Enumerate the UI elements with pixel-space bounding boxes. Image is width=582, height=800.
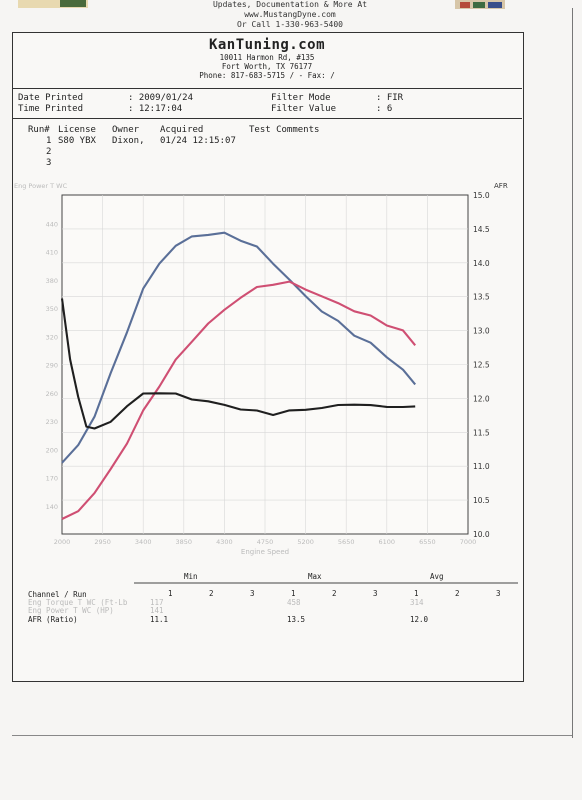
y-right-tick-label: 12.0 bbox=[473, 394, 490, 403]
stats-row1-label: Eng Torque T WC (Ft-Lb bbox=[28, 598, 128, 607]
stats-avg-run-1: 1 bbox=[414, 589, 419, 598]
stats-afr-max: 13.5 bbox=[287, 615, 306, 624]
x-tick-label: 5200 bbox=[297, 538, 314, 546]
logo-left bbox=[18, 0, 88, 8]
top-line-1: Updates, Documentation & More At bbox=[212, 0, 368, 9]
runs-header-owner: Owner bbox=[112, 125, 140, 135]
y-left-tick-label: 260 bbox=[46, 390, 58, 398]
runs-header-comments: Test Comments bbox=[249, 125, 320, 135]
stats-min-run-1: 1 bbox=[168, 589, 173, 598]
address-line-2: Fort Worth, TX 76177 bbox=[221, 62, 313, 71]
series-red-line bbox=[61, 280, 417, 520]
stats-max-header: Max bbox=[308, 572, 322, 581]
y-right-tick-label: 14.0 bbox=[473, 259, 490, 268]
run-1-acquired: 01/24 12:15:07 bbox=[160, 136, 236, 146]
stats-afr-min: 11.1 bbox=[150, 615, 169, 624]
y-right-tick-label: 11.5 bbox=[473, 428, 490, 437]
stats-min-run-2: 2 bbox=[209, 589, 214, 598]
y-left-tick-label: 230 bbox=[46, 418, 58, 426]
x-tick-label: 7000 bbox=[460, 538, 477, 546]
x-axis-label: Engine Speed bbox=[241, 548, 289, 556]
stats-row2-min: 141 bbox=[150, 606, 164, 615]
phone-line: Phone: 817-683-5715 / - Fax: / bbox=[199, 71, 335, 80]
runs-header-license: License bbox=[58, 125, 96, 135]
chart-svg: 2000 2950 3400 3850 4300 4750 5200 5650 6100 6550… bbox=[14, 182, 508, 556]
y-left-tick-label: 170 bbox=[46, 475, 58, 483]
y-left-tick-label: 200 bbox=[46, 446, 58, 454]
y-right-tick-label: 10.5 bbox=[473, 496, 490, 505]
stats-row1-min: 117 bbox=[150, 598, 164, 607]
stats-afr-avg: 12.0 bbox=[410, 615, 429, 624]
runs-header-run: Run# bbox=[28, 125, 50, 135]
y-left-tick-label: 350 bbox=[46, 305, 58, 313]
report-header: KanTuning.com 10011 Harmon Rd, #135 Fort… bbox=[12, 32, 522, 89]
x-tick-label: 6550 bbox=[419, 538, 436, 546]
address-line-1: 10011 Harmon Rd, #135 bbox=[219, 53, 315, 62]
run-3-number: 3 bbox=[46, 158, 52, 168]
y-left-tick-label: 320 bbox=[46, 333, 58, 341]
y-left-tick-label: 140 bbox=[46, 503, 58, 511]
top-info: Updates, Documentation & More At www.Mus… bbox=[150, 0, 430, 30]
y-right-tick-label: 13.5 bbox=[473, 293, 490, 302]
y-left-tick-label: 440 bbox=[46, 220, 58, 228]
x-tick-label: 4750 bbox=[257, 538, 274, 546]
stats-row2-label: Eng Power T WC (HP) bbox=[28, 606, 114, 615]
stats-header-rule bbox=[134, 582, 518, 584]
stats-min-run-3: 3 bbox=[250, 589, 255, 598]
y-right-tick-label: 12.5 bbox=[473, 361, 490, 370]
y-left-tick-label: 380 bbox=[46, 277, 58, 285]
x-tick-label: 2950 bbox=[94, 538, 111, 546]
x-tick-label: 4300 bbox=[216, 538, 233, 546]
date-value: : 2009/01/24 bbox=[128, 93, 194, 103]
top-line-3: Or Call 1-330-963-5400 bbox=[237, 20, 343, 29]
stats-afr-label: AFR (Ratio) bbox=[28, 615, 78, 624]
y-right-axis-label: AFR bbox=[494, 182, 508, 190]
y-right-tick-label: 15.0 bbox=[473, 191, 490, 200]
stats-max-run-1: 1 bbox=[291, 589, 296, 598]
page-edge-line bbox=[572, 8, 573, 738]
stats-avg-header: Avg bbox=[430, 572, 444, 581]
stats-min-header: Min bbox=[184, 572, 198, 581]
y-right-tick-label: 14.5 bbox=[473, 225, 490, 234]
stats-max-run-3: 3 bbox=[373, 589, 378, 598]
y-right-tick-label: 13.0 bbox=[473, 327, 490, 336]
x-tick-label: 3850 bbox=[176, 538, 193, 546]
stats-max-run-2: 2 bbox=[332, 589, 337, 598]
time-value: : 12:17:04 bbox=[128, 104, 183, 114]
logo-right bbox=[455, 0, 505, 9]
top-line-2: www.MustangDyne.com bbox=[244, 10, 336, 19]
y-right-tick-label: 10.0 bbox=[473, 530, 490, 539]
run-1-number: 1 bbox=[46, 136, 52, 146]
y-left-tick-label: 410 bbox=[46, 249, 58, 257]
filter-mode-value: : FIR bbox=[376, 93, 404, 103]
date-label: Date Printed bbox=[18, 93, 84, 103]
x-tick-label: 2000 bbox=[54, 538, 71, 546]
stats-row1-avg: 314 bbox=[410, 598, 424, 607]
y-left-tick-label: 290 bbox=[46, 362, 58, 370]
runs-header-acquired: Acquired bbox=[160, 125, 204, 135]
company-name: KanTuning.com bbox=[208, 37, 326, 53]
stats-row1-max: 458 bbox=[287, 598, 301, 607]
filter-mode-label: Filter Mode bbox=[271, 93, 331, 103]
filter-value-label: Filter Value bbox=[271, 104, 337, 114]
x-tick-label: 3400 bbox=[135, 538, 152, 546]
series-blue-line bbox=[61, 231, 417, 464]
stats-avg-run-3: 3 bbox=[496, 589, 501, 598]
y-right-tick-label: 11.0 bbox=[473, 462, 490, 471]
page-bottom-line bbox=[12, 735, 572, 736]
time-label: Time Printed bbox=[18, 104, 84, 114]
y-left-axis-label: Eng Power T WC bbox=[14, 182, 68, 190]
filter-value-value: : 6 bbox=[376, 104, 393, 114]
run-1-owner: Dixon, bbox=[112, 136, 145, 146]
x-tick-label: 5650 bbox=[338, 538, 355, 546]
run-1-license: S80 YBX bbox=[58, 136, 96, 146]
series-black-line bbox=[60, 298, 416, 430]
x-tick-label: 6100 bbox=[379, 538, 396, 546]
print-meta: Date Printed : 2009/01/24 Time Printed :… bbox=[12, 88, 522, 119]
dyno-chart: 2000 2950 3400 3850 4300 4750 5200 5650 6100 6550… bbox=[12, 178, 522, 568]
run-2-number: 2 bbox=[46, 147, 52, 157]
stats-channel-label: Channel / Run bbox=[28, 590, 87, 599]
stats-avg-run-2: 2 bbox=[455, 589, 460, 598]
